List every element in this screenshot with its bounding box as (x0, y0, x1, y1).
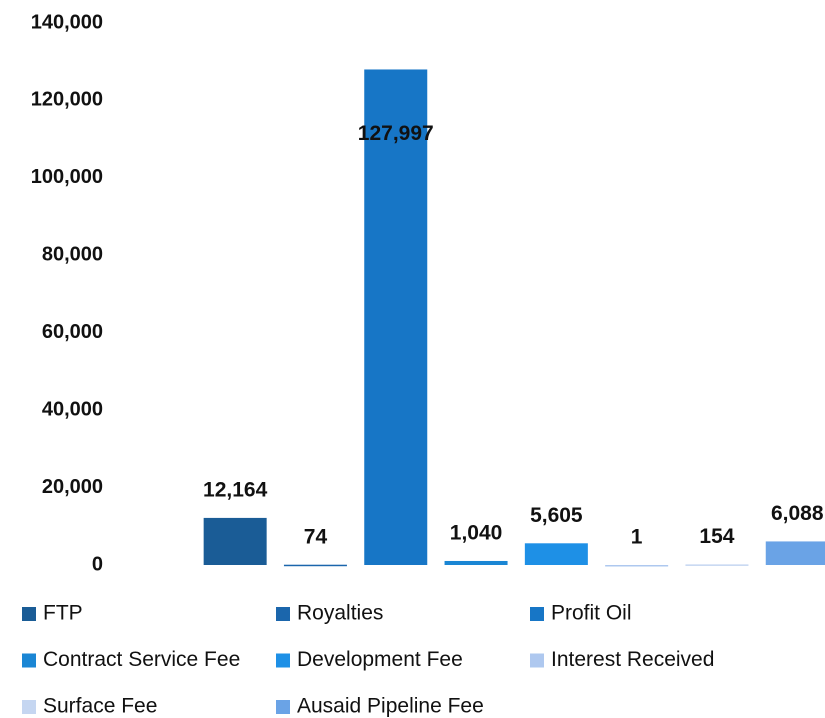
bar (364, 69, 428, 566)
legend-swatch (22, 700, 36, 714)
bar (524, 543, 588, 565)
y-tick-label: 120,000 (31, 89, 103, 111)
legend-label: Profit Oil (551, 602, 632, 625)
legend-swatch (276, 607, 290, 621)
y-tick-label: 0 (92, 553, 103, 575)
data-label: 6,088 (771, 502, 824, 525)
legend-label: Royalties (297, 602, 383, 625)
legend-label: Interest Received (551, 648, 714, 671)
data-label: 127,997 (358, 122, 434, 145)
y-tick-label: 80,000 (42, 244, 103, 266)
legend-swatch (530, 607, 544, 621)
data-label: 154 (699, 525, 734, 548)
y-tick-label: 20,000 (42, 476, 103, 498)
bar (283, 564, 347, 567)
bar (203, 517, 267, 565)
legend-label: Contract Service Fee (43, 648, 240, 671)
bar (765, 541, 825, 565)
legend-label: Development Fee (297, 648, 463, 671)
bar (685, 564, 749, 566)
data-label: 1 (631, 526, 643, 549)
legend-label: FTP (43, 602, 83, 625)
data-label: 5,605 (530, 504, 583, 527)
data-label: 74 (304, 525, 328, 548)
bar (444, 560, 508, 565)
legend-swatch (276, 653, 290, 668)
legend-label: Ausaid Pipeline Fee (297, 695, 484, 718)
y-tick-label: 100,000 (31, 166, 103, 188)
y-tick-label: 140,000 (31, 11, 103, 33)
data-label: 1,040 (450, 522, 503, 545)
legend-swatch (276, 700, 290, 714)
legend-swatch (22, 653, 36, 668)
legend-swatch (530, 653, 544, 668)
legend-label: Surface Fee (43, 695, 157, 718)
data-label: 12,164 (203, 478, 268, 501)
y-tick-label: 60,000 (42, 321, 103, 343)
legend-swatch (22, 607, 36, 621)
y-tick-label: 40,000 (42, 398, 103, 420)
bar (605, 564, 669, 567)
